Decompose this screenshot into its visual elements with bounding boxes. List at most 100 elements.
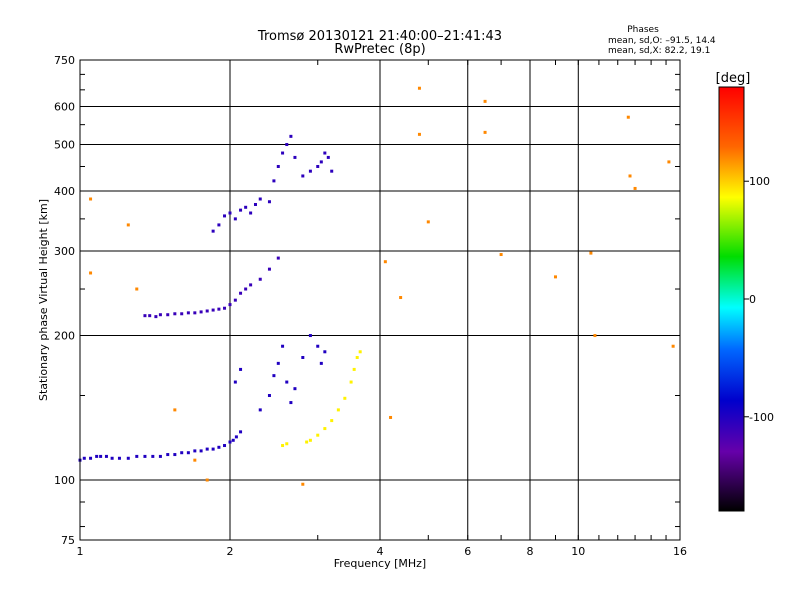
data-point bbox=[343, 396, 347, 400]
chart-title: Tromsø 20130121 21:40:00–21:41:43 bbox=[257, 29, 502, 44]
data-point bbox=[223, 444, 227, 448]
data-point bbox=[628, 174, 632, 178]
data-point bbox=[323, 151, 327, 155]
data-point bbox=[305, 440, 309, 444]
data-point bbox=[95, 454, 99, 458]
colorbar-tick-label: 0 bbox=[749, 293, 756, 306]
data-point bbox=[143, 454, 147, 458]
y-tick-label: 75 bbox=[61, 534, 75, 547]
data-point bbox=[244, 205, 248, 209]
x-tick-label: 1 bbox=[77, 545, 84, 558]
data-point bbox=[233, 298, 237, 302]
x-tick-label: 16 bbox=[673, 545, 687, 558]
data-point bbox=[99, 454, 103, 458]
data-point bbox=[217, 223, 221, 227]
data-point bbox=[626, 115, 630, 119]
x-tick-label: 2 bbox=[227, 545, 234, 558]
data-point bbox=[289, 134, 293, 138]
data-point bbox=[244, 287, 248, 291]
data-point bbox=[228, 211, 232, 215]
data-point bbox=[352, 367, 356, 371]
data-point bbox=[483, 99, 487, 103]
data-point bbox=[166, 453, 170, 457]
data-point bbox=[104, 454, 108, 458]
grid-lines bbox=[80, 60, 680, 540]
data-point bbox=[336, 408, 340, 412]
data-point bbox=[231, 438, 235, 442]
data-point bbox=[316, 433, 320, 437]
data-point bbox=[173, 453, 177, 457]
data-point bbox=[285, 143, 289, 147]
data-point bbox=[293, 155, 297, 159]
data-point bbox=[308, 169, 312, 173]
data-point bbox=[89, 271, 93, 275]
data-point bbox=[593, 334, 597, 338]
stats-line-x: mean, sd,X: 82.2, 19.1 bbox=[608, 46, 710, 56]
data-point bbox=[323, 427, 327, 431]
data-point bbox=[180, 312, 184, 316]
data-point bbox=[193, 311, 197, 315]
data-point bbox=[258, 408, 262, 412]
data-point bbox=[323, 350, 327, 354]
data-point bbox=[319, 160, 323, 164]
data-point bbox=[667, 160, 671, 164]
y-tick-label: 300 bbox=[54, 245, 75, 258]
data-point bbox=[319, 361, 323, 365]
data-point bbox=[223, 214, 227, 218]
data-point bbox=[173, 312, 177, 316]
colorbar-tick-label: -100 bbox=[749, 411, 774, 424]
colorbar bbox=[718, 86, 745, 512]
x-tick-label: 8 bbox=[527, 545, 534, 558]
stats-line-o: mean, sd,O: –91.5, 14.4 bbox=[608, 36, 716, 46]
x-axis-label: Frequency [MHz] bbox=[334, 557, 426, 570]
data-point bbox=[258, 277, 262, 281]
data-point bbox=[205, 447, 209, 451]
data-point bbox=[289, 401, 293, 405]
data-points bbox=[78, 86, 675, 486]
data-point bbox=[330, 169, 334, 173]
data-point bbox=[276, 361, 280, 365]
y-tick-label: 500 bbox=[54, 139, 75, 152]
data-point bbox=[267, 267, 271, 271]
data-point bbox=[228, 440, 232, 444]
y-tick-label: 750 bbox=[54, 54, 75, 67]
data-point bbox=[158, 454, 162, 458]
data-point bbox=[217, 307, 221, 311]
data-point bbox=[151, 454, 155, 458]
data-point bbox=[234, 435, 238, 439]
data-point bbox=[193, 458, 197, 462]
data-point bbox=[276, 256, 280, 260]
data-point bbox=[258, 197, 262, 201]
data-point bbox=[110, 456, 114, 460]
data-point bbox=[308, 334, 312, 338]
data-point bbox=[217, 445, 221, 449]
colorbar-label: [deg] bbox=[716, 71, 751, 86]
colorbar-tick-label: 100 bbox=[749, 175, 770, 188]
data-point bbox=[233, 380, 237, 384]
data-point bbox=[358, 350, 362, 354]
colorbar-ticks: 100 0 -100 bbox=[744, 175, 774, 424]
data-point bbox=[135, 287, 139, 291]
chart-subtitle: RwPretec (8p) bbox=[334, 42, 425, 57]
data-point bbox=[417, 132, 421, 136]
data-point bbox=[186, 311, 190, 315]
data-point bbox=[239, 208, 243, 212]
data-point bbox=[389, 415, 393, 419]
data-point bbox=[239, 430, 243, 434]
data-point bbox=[205, 478, 209, 482]
data-point bbox=[316, 344, 320, 348]
data-point bbox=[173, 408, 177, 412]
y-tick-label: 200 bbox=[54, 330, 75, 343]
data-point bbox=[293, 387, 297, 391]
y-tick-label: 100 bbox=[54, 474, 75, 487]
data-point bbox=[148, 314, 152, 318]
data-point bbox=[417, 86, 421, 90]
data-point bbox=[223, 306, 227, 310]
data-point bbox=[281, 151, 285, 155]
data-point bbox=[272, 179, 276, 183]
data-point bbox=[205, 309, 209, 313]
data-point bbox=[633, 186, 637, 190]
data-point bbox=[166, 313, 170, 317]
data-point bbox=[253, 202, 257, 206]
